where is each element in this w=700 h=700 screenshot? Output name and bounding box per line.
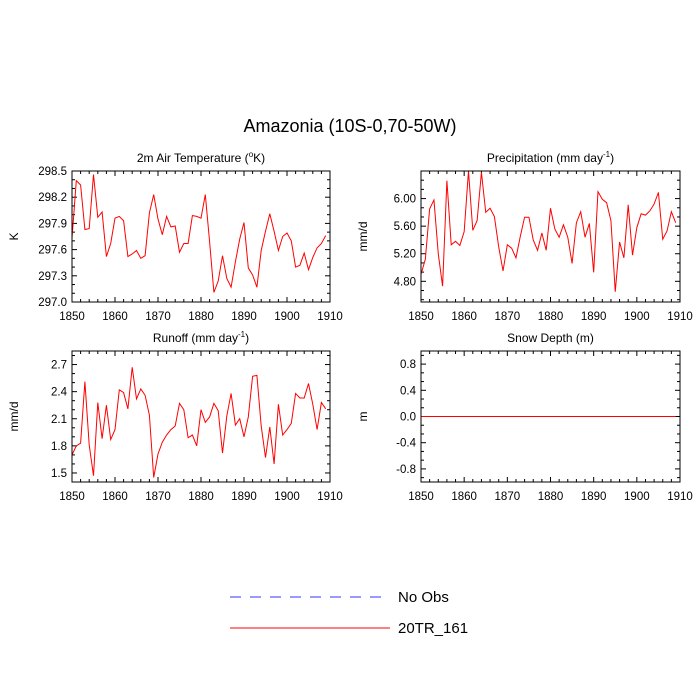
x-tick-label: 1910	[317, 491, 343, 503]
panel-title-main: Precipitation (mm day	[487, 151, 603, 165]
y-tick-label: -0.4	[396, 438, 416, 450]
y-axis-label: m	[356, 412, 370, 422]
x-tick-label: 1880	[538, 311, 564, 323]
x-tick-label: 1850	[59, 491, 85, 503]
panel-title: 2m Air Temperature (oK)	[137, 150, 265, 165]
panel-title-main: 2m Air Temperature (	[137, 151, 249, 165]
panel-title-tail: )	[245, 331, 249, 345]
series-line-20tr-161	[71, 367, 327, 478]
x-tick-label: 1880	[188, 491, 214, 503]
y-tick-label: 297.9	[38, 218, 67, 230]
x-tick-label: 1860	[102, 311, 128, 323]
x-tick-label: 1900	[624, 491, 650, 503]
y-tick-label: 0.8	[400, 359, 416, 371]
series-line-20tr-161	[420, 170, 677, 292]
y-tick-label: 6.00	[394, 194, 416, 206]
panel-title: Snow Depth (m)	[507, 331, 594, 345]
x-tick-label: 1860	[102, 491, 128, 503]
chart-panel-3: Runoff (mm day-1) 1850 1860 1870 1880 1890 190…	[7, 330, 343, 503]
x-tick-label: 1890	[231, 491, 257, 503]
panel-title: Precipitation (mm day-1)	[487, 150, 614, 165]
x-tick-label: 1860	[451, 311, 477, 323]
plot-frame	[420, 350, 681, 483]
x-tick-label: 1860	[451, 491, 477, 503]
y-tick-label: 2.7	[51, 360, 67, 372]
y-tick-label: 298.2	[38, 192, 67, 204]
legend: No Obs 20TR_161	[230, 589, 468, 637]
x-tick-label: 1900	[274, 311, 300, 323]
legend-label: 20TR_161	[398, 620, 468, 637]
x-tick-label: 1890	[231, 311, 257, 323]
x-tick-label: 1900	[274, 491, 300, 503]
y-tick-label: 0.0	[400, 412, 416, 424]
x-tick-label: 1900	[624, 311, 650, 323]
y-tick-label: 2.4	[51, 387, 68, 399]
plot-frame	[420, 170, 681, 303]
x-tick-label: 1870	[495, 311, 521, 323]
x-tick-label: 1890	[581, 491, 607, 503]
y-tick-label: 2.1	[51, 414, 67, 426]
panel-title-main: Runoff (mm day	[153, 331, 238, 345]
y-tick-label: 298.5	[38, 166, 67, 178]
x-tick-label: 1910	[667, 491, 693, 503]
panel-title-tail: K)	[253, 151, 265, 165]
y-axis-label: K	[7, 232, 21, 240]
x-tick-label: 1890	[581, 311, 607, 323]
panel-title-tail: )	[610, 151, 614, 165]
y-tick-label: -0.8	[396, 464, 416, 476]
y-tick-label: 1.8	[51, 441, 67, 453]
chart-panel-2: Precipitation (mm day-1) 1850 1860 1870 1880…	[356, 150, 693, 323]
legend-label: No Obs	[398, 589, 449, 606]
panel-title: Runoff (mm day-1)	[153, 330, 249, 345]
panel-title-superscript: o	[249, 150, 254, 159]
x-tick-label: 1850	[408, 311, 434, 323]
y-tick-label: 1.5	[51, 468, 67, 480]
y-tick-label: 297.0	[38, 297, 67, 309]
x-tick-label: 1870	[145, 311, 171, 323]
series-line-20tr-161	[71, 174, 327, 293]
plot-frame	[71, 170, 331, 303]
y-tick-label: 0.4	[400, 385, 417, 397]
y-axis-label: mm/d	[356, 222, 370, 252]
chart-panel-4: Snow Depth (m) 1850 1860 1870 1880 1890 1900 19…	[356, 331, 693, 503]
plot-frame	[71, 350, 331, 483]
x-tick-label: 1850	[59, 311, 85, 323]
x-tick-label: 1910	[667, 311, 693, 323]
y-tick-label: 297.6	[38, 245, 67, 257]
panel-title-superscript: -1	[603, 150, 611, 159]
x-tick-label: 1880	[538, 491, 564, 503]
x-tick-label: 1880	[188, 311, 214, 323]
y-tick-label: 4.80	[394, 276, 416, 288]
x-tick-label: 1870	[145, 491, 171, 503]
chart-panel-1: 2m Air Temperature (oK) 1850 1860 1870 1880 1…	[7, 150, 343, 323]
figure-title: Amazonia (10S-0,70-50W)	[243, 116, 457, 136]
y-tick-label: 5.60	[394, 221, 416, 233]
x-tick-label: 1910	[317, 311, 343, 323]
panel-title-superscript: -1	[238, 330, 246, 339]
y-tick-label: 5.20	[394, 249, 416, 261]
x-tick-label: 1870	[495, 491, 521, 503]
panel-title-main: Snow Depth (m)	[507, 331, 594, 345]
y-axis-label: mm/d	[7, 402, 21, 432]
y-tick-label: 297.3	[38, 271, 67, 283]
x-tick-label: 1850	[408, 491, 434, 503]
